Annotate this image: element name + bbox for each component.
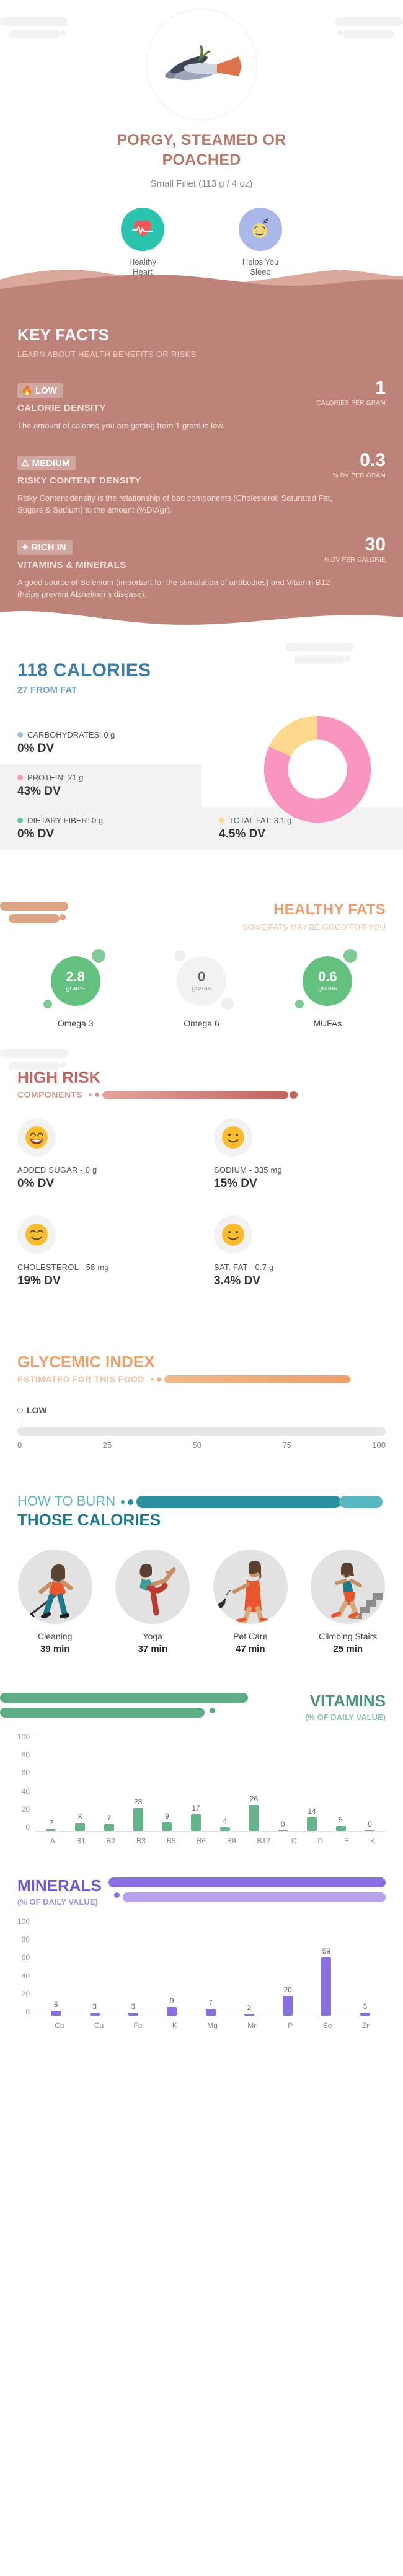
svg-text:Z: Z — [267, 218, 268, 222]
